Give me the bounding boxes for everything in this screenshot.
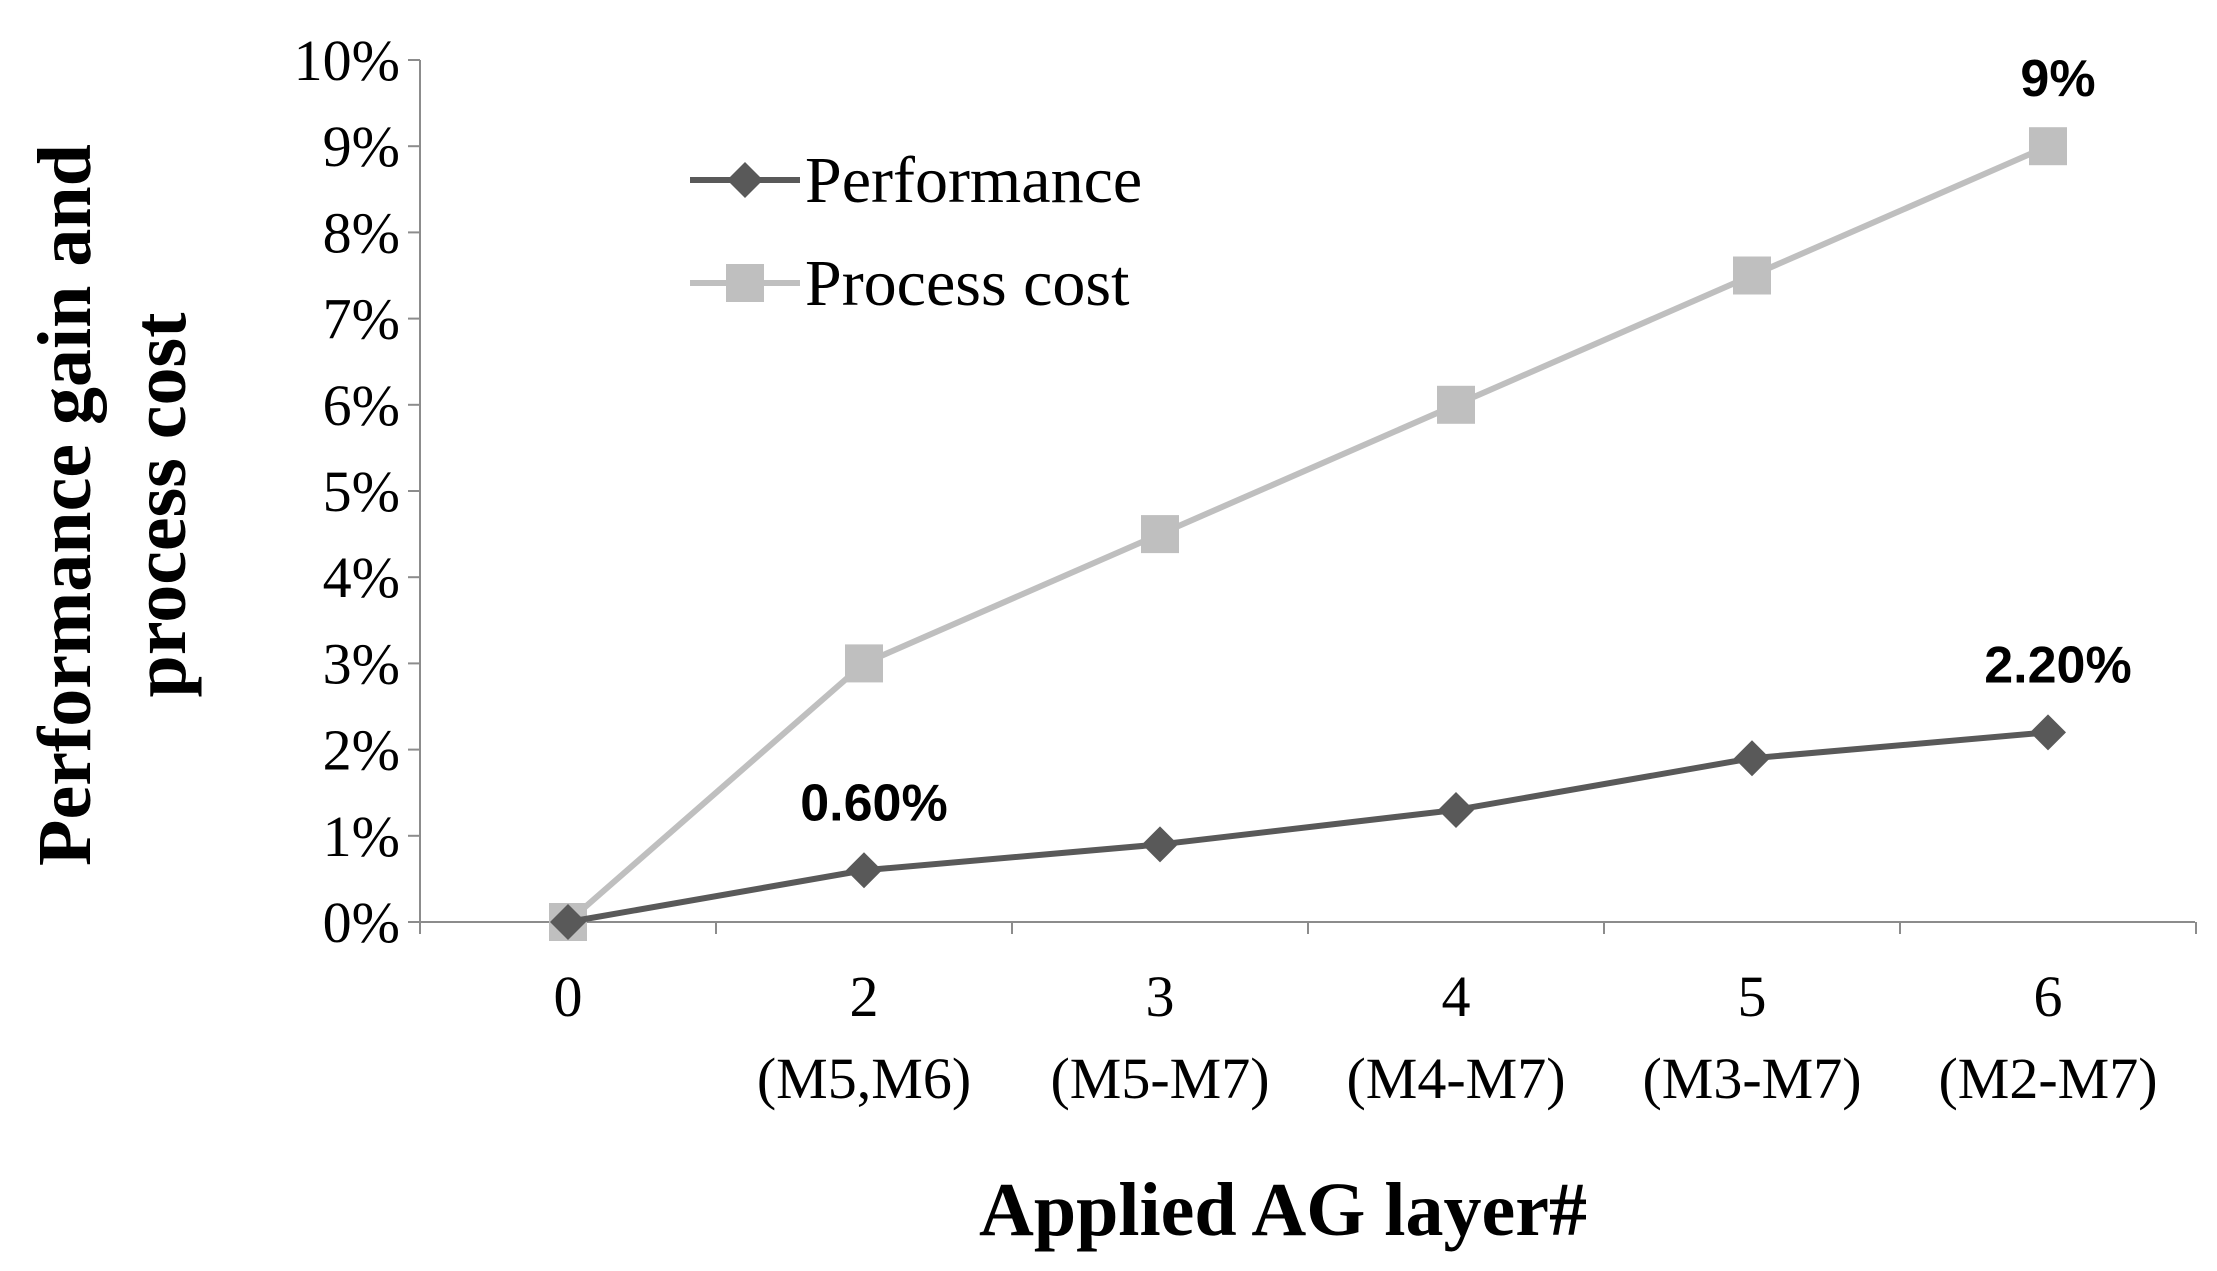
process-cost-line [566,143,2050,925]
x-tick-label: 0 [554,964,583,1029]
y-tick-label: 8% [323,200,400,265]
series-layer [549,127,2067,941]
performance-line [567,729,2049,925]
legend-item: Process cost [690,247,1129,320]
y-tick-label: 2% [323,718,400,783]
y-tick-label: 7% [323,287,400,352]
performance-point [550,904,586,940]
x-tick-sublabel: (M5,M6) [757,1046,971,1111]
process-cost-point [2029,127,2067,166]
process-cost-point [845,644,883,683]
series-process-cost [549,127,2067,941]
process-cost-point [1437,385,1475,424]
data-label: 9% [2020,50,2095,108]
y-tick-label: 4% [323,545,400,610]
process-cost-point [1733,256,1771,295]
performance-point [2030,714,2066,751]
data-label: 2.20% [1984,636,2131,694]
series-performance [550,714,2066,940]
x-tick-label: 4 [1442,964,1471,1029]
y-tick-label: 3% [323,631,400,696]
y-tick-label: 0% [323,890,400,955]
x-tick-labels: 0 2 (M5,M6) 3 (M5-M7) 4 (M4-M7) 5 (M3-M7) 6 (M2-M7… [419,922,2197,1111]
data-annotations: 0.60% 2.20% 9% [800,50,2131,832]
y-axis-title-line-1: Performance gain and [23,144,107,866]
legend-swatch-marker [726,264,764,302]
legend-label: Process cost [805,247,1129,320]
y-tick-label: 6% [323,373,400,438]
x-tick-sublabel: (M2-M7) [1938,1046,2157,1111]
legend-item: Performance [690,144,1142,217]
x-tick-sublabel: (M5-M7) [1050,1046,1269,1111]
performance-point [1438,791,1474,828]
legend-swatch-marker [727,162,763,198]
x-tick-sublabel: (M4-M7) [1346,1046,1565,1111]
legend-label: Performance [805,144,1142,217]
y-tick-label: 1% [323,804,400,869]
process-cost-point [1141,515,1179,554]
data-label: 0.60% [800,774,947,832]
x-axis-title: Applied AG layer# [979,1168,1587,1252]
legend: Performance Process cost [690,144,1142,320]
y-tick-label: 9% [323,114,400,179]
x-tick-label: 3 [1146,964,1175,1029]
axes [419,60,2195,923]
y-axis-title-line-2: process cost [118,313,202,698]
x-tick-label: 2 [850,964,879,1029]
y-tick-label: 10% [294,28,400,93]
x-tick-label: 5 [1738,964,1767,1029]
x-tick-label: 6 [2034,964,2063,1029]
performance-point [1142,826,1178,863]
performance-point [846,852,882,889]
y-tick-label: 5% [323,459,400,524]
y-tick-labels: 0% 1% 2% 3% 4% 5% 6% 7% 8% 9% 10% [294,28,420,955]
x-tick-sublabel: (M3-M7) [1642,1046,1861,1111]
performance-point [1734,740,1770,777]
y-axis-title: Performance gain and process cost [23,144,202,866]
